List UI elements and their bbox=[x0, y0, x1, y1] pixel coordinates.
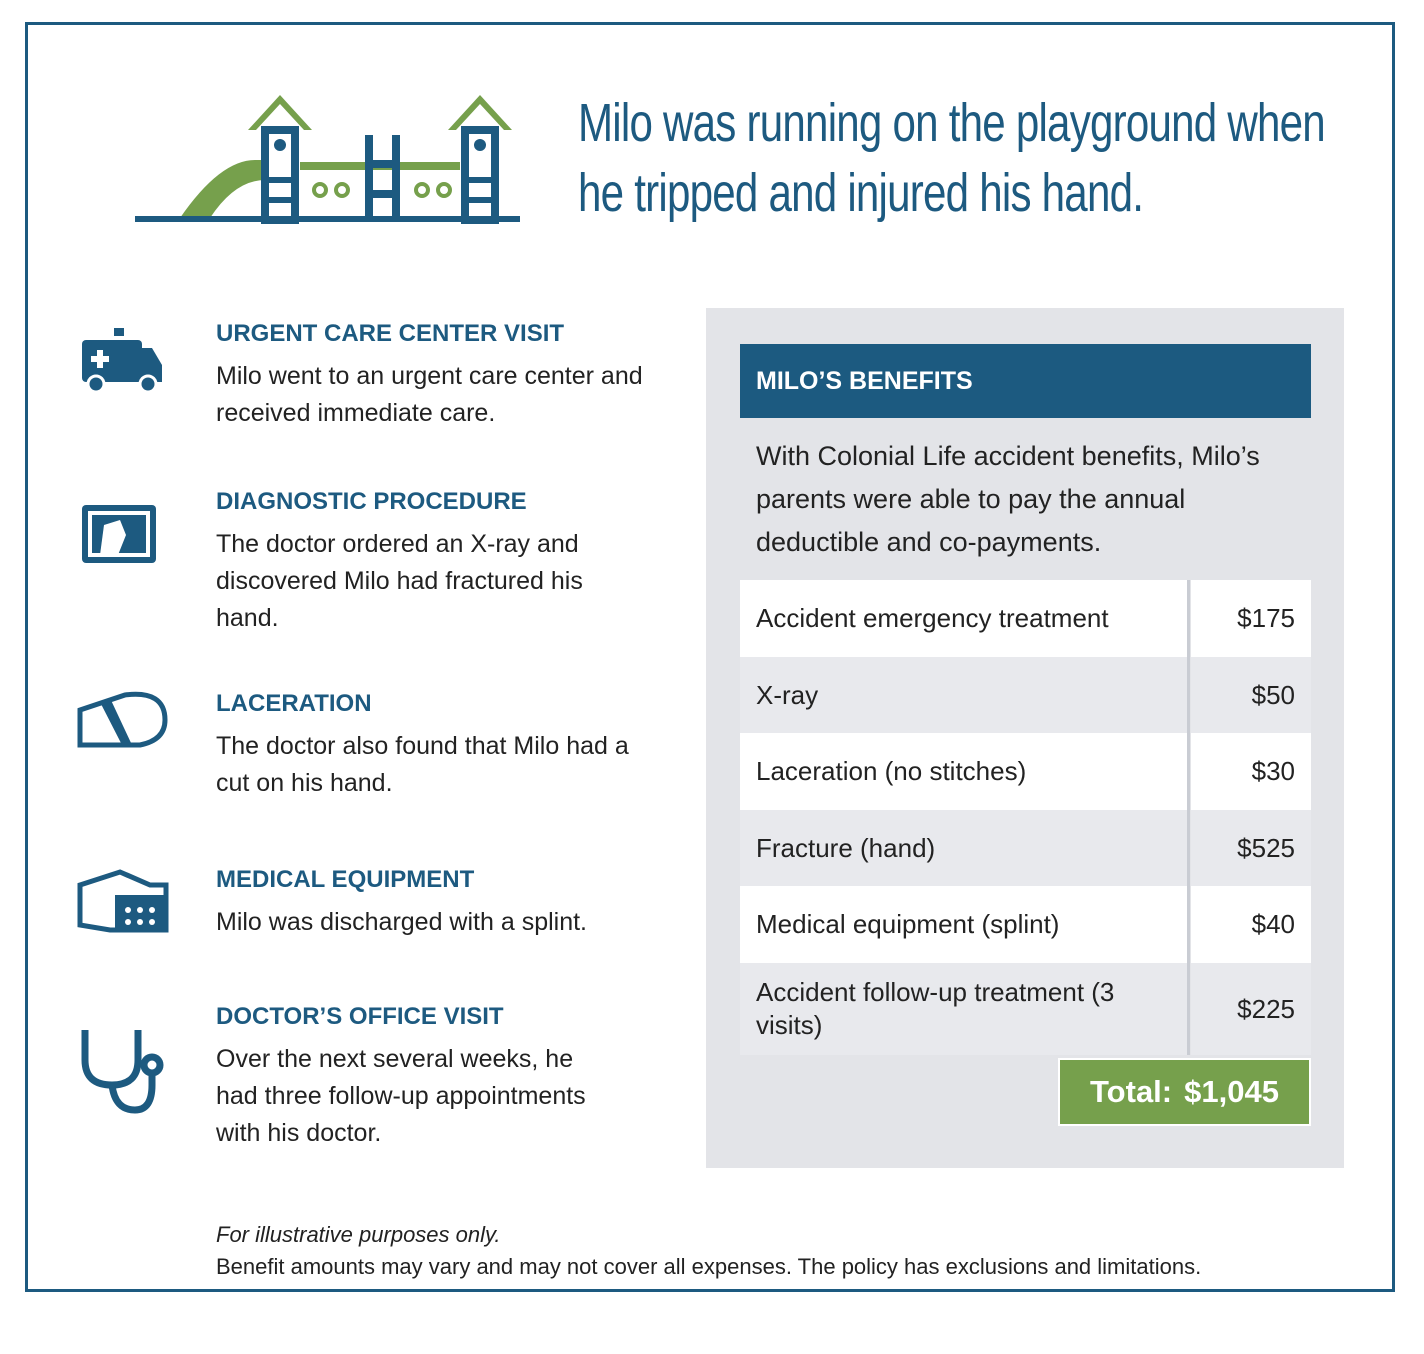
event-text: Milo went to an urgent care center and r… bbox=[216, 362, 643, 427]
event-heading: DOCTOR’S OFFICE VISIT bbox=[216, 1003, 504, 1030]
row-amount: $40 bbox=[1191, 886, 1311, 963]
title-line: he tripped and injured his hand. bbox=[578, 163, 1144, 223]
row-label: Accident emergency treatment bbox=[740, 580, 1188, 657]
event-text: Milo was discharged with a splint. bbox=[216, 908, 587, 936]
event-icons bbox=[77, 328, 169, 1114]
playground-icon bbox=[135, 95, 520, 224]
row-label: Medical equipment (splint) bbox=[740, 886, 1188, 963]
footnote: For illustrative purposes only. bbox=[216, 1222, 501, 1247]
row-label: Fracture (hand) bbox=[740, 810, 1188, 886]
title-line: Milo was running on the playground when bbox=[578, 93, 1326, 153]
row-amount: $175 bbox=[1191, 580, 1311, 657]
row-label: Accident follow-up treatment (3 visits) bbox=[740, 963, 1188, 1055]
event-heading: LACERATION bbox=[216, 690, 372, 717]
row-label: Laceration (no stitches) bbox=[740, 733, 1188, 810]
event-text: The doctor ordered an X-ray and discover… bbox=[216, 530, 583, 632]
row-amount: $50 bbox=[1191, 657, 1311, 733]
column-divider bbox=[1187, 580, 1190, 1055]
row-label: X-ray bbox=[740, 657, 1188, 733]
row-amount: $225 bbox=[1191, 963, 1311, 1055]
event-text: Over the next several weeks, he had thre… bbox=[216, 1045, 586, 1147]
benefits-intro: With Colonial Life accident benefits, Mi… bbox=[756, 440, 1260, 557]
row-amount: $30 bbox=[1191, 733, 1311, 810]
total-box: Total: $1,045 bbox=[1058, 1058, 1311, 1126]
frame bbox=[25, 22, 1395, 1292]
total-label: Total: bbox=[1090, 1074, 1173, 1109]
footnote: Benefit amounts may vary and may not cov… bbox=[216, 1254, 1202, 1279]
event-text: The doctor also found that Milo had a cu… bbox=[216, 732, 629, 797]
total-value: $1,045 bbox=[1184, 1074, 1279, 1109]
event-heading: MEDICAL EQUIPMENT bbox=[216, 866, 475, 893]
event-heading: DIAGNOSTIC PROCEDURE bbox=[216, 488, 527, 515]
event-heading: URGENT CARE CENTER VISIT bbox=[216, 320, 565, 347]
row-amount: $525 bbox=[1191, 810, 1311, 886]
benefits-heading: MILO’S BENEFITS bbox=[740, 344, 1311, 418]
